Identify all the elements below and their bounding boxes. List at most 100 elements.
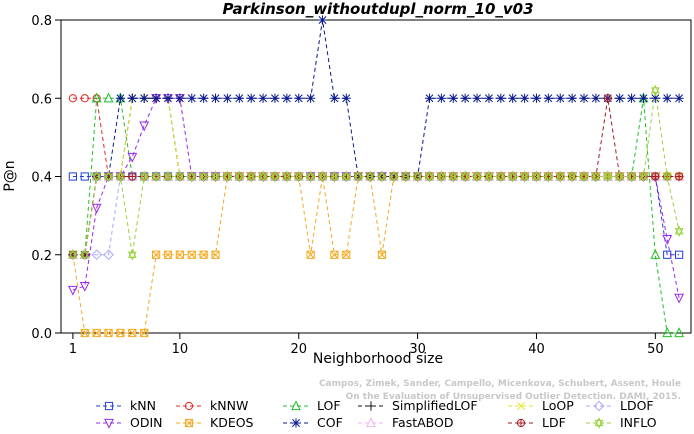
- watermark: Campos, Zimek, Sander, Campello, Micenko…: [319, 379, 681, 402]
- data-point-cof: [424, 93, 435, 103]
- data-point-cof: [591, 93, 601, 103]
- legend-item-knnw: kNNW: [176, 398, 248, 413]
- y-tick-label: 0.6: [31, 92, 52, 107]
- data-point-inflo: [294, 170, 304, 183]
- legend-item-simplifiedlof: SimplifiedLOF: [358, 398, 478, 413]
- series-line-knnw: [72, 97, 680, 177]
- data-point-ldof: [91, 249, 102, 261]
- data-point-inflo: [104, 170, 113, 183]
- y-axis-label: P@n: [2, 160, 18, 191]
- watermark-line: Campos, Zimek, Sander, Campello, Micenko…: [319, 379, 681, 389]
- data-point-cof: [626, 93, 637, 103]
- series-layer: [67, 15, 685, 338]
- data-point-inflo: [484, 170, 494, 183]
- data-point-cof: [163, 93, 173, 103]
- data-point-inflo: [211, 170, 220, 183]
- data-point-lof: [103, 92, 114, 103]
- data-point-cof: [496, 93, 506, 103]
- data-point-knnw: [68, 94, 77, 103]
- data-point-lof: [662, 327, 673, 338]
- data-point-cof: [199, 93, 209, 103]
- legend-item-loop: LoOP: [508, 398, 574, 413]
- data-point-inflo: [639, 170, 648, 183]
- x-tick-label: 1: [69, 342, 77, 357]
- data-point-kdeos: [306, 250, 315, 259]
- data-point-knn: [68, 172, 77, 181]
- data-point-cof: [139, 93, 149, 103]
- data-point-kdeos: [377, 250, 387, 259]
- legend-label: LDF: [542, 415, 566, 430]
- legend-label: COF: [317, 415, 343, 430]
- data-point-odin: [79, 281, 90, 292]
- y-tick-label: 0.8: [31, 14, 52, 29]
- legend-marker: [291, 418, 301, 428]
- data-point-inflo: [163, 170, 173, 183]
- legend-label: KDEOS: [210, 415, 254, 430]
- data-point-ldof: [103, 249, 114, 261]
- data-point-cof: [484, 93, 494, 103]
- x-tick-label: 40: [528, 342, 545, 357]
- legend-item-fastabod: FastABOD: [358, 415, 454, 430]
- series-odin: [67, 94, 685, 304]
- legend-label: SimplifiedLOF: [392, 398, 478, 413]
- y-tick-label: 0.0: [31, 327, 52, 342]
- data-point-inflo: [318, 170, 327, 183]
- data-point-cof: [555, 93, 565, 103]
- data-point-kdeos: [116, 328, 125, 338]
- data-point-lof: [674, 327, 685, 338]
- data-point-cof: [270, 93, 280, 103]
- data-point-cof: [567, 93, 577, 103]
- data-point-inflo: [532, 170, 541, 183]
- data-point-inflo: [365, 170, 375, 183]
- legend-item-odin: ODIN: [96, 415, 163, 430]
- data-point-inflo: [353, 170, 363, 183]
- data-point-kdeos: [163, 250, 173, 259]
- data-point-cof: [234, 93, 244, 103]
- data-point-cof: [579, 93, 589, 103]
- data-point-inflo: [92, 170, 102, 183]
- data-point-odin: [67, 285, 78, 296]
- x-tick-label: 20: [290, 342, 307, 357]
- series-kdeos: [68, 172, 684, 338]
- legend-item-ldf: LDF: [508, 415, 566, 430]
- series-line-cof: [72, 19, 680, 256]
- data-point-cof: [543, 93, 553, 103]
- legend-label: LOF: [317, 398, 341, 413]
- series-cof: [68, 15, 684, 260]
- data-point-inflo: [460, 170, 470, 183]
- data-point-cof: [246, 93, 256, 103]
- data-point-cof: [317, 15, 328, 25]
- data-point-inflo: [329, 170, 339, 183]
- data-point-lof: [650, 249, 661, 259]
- data-point-inflo: [591, 170, 601, 183]
- data-point-inflo: [68, 249, 78, 261]
- legend-item-knn: kNN: [96, 398, 156, 413]
- data-point-inflo: [389, 170, 399, 183]
- data-point-inflo: [270, 170, 280, 183]
- legend-marker: [184, 418, 194, 428]
- data-point-ldf: [603, 94, 612, 103]
- legend-label: kNN: [130, 398, 156, 413]
- data-point-inflo: [603, 170, 613, 183]
- data-point-inflo: [223, 170, 232, 183]
- data-point-cof: [615, 93, 625, 103]
- legend-marker: [517, 402, 525, 410]
- data-point-knn: [675, 250, 684, 259]
- legend-marker: [366, 417, 376, 428]
- y-tick-label: 0.4: [31, 171, 52, 186]
- y-tick-label: 0.2: [31, 249, 52, 264]
- legend-label: LDOF: [620, 398, 654, 413]
- data-point-inflo: [187, 170, 197, 183]
- legend-item-inflo: INFLO: [586, 415, 657, 430]
- data-point-inflo: [199, 170, 209, 183]
- data-point-inflo: [234, 170, 244, 183]
- legend-marker: [104, 418, 114, 429]
- data-point-cof: [115, 93, 126, 103]
- axes: 1 10 20 30 40 50 0.0 0.2 0.4 0.6 0.8: [31, 14, 663, 357]
- data-point-cof: [436, 93, 446, 103]
- data-point-inflo: [425, 170, 434, 183]
- legend-label: INFLO: [620, 415, 657, 430]
- x-tick-label: 10: [172, 342, 189, 357]
- data-point-cof: [151, 93, 161, 103]
